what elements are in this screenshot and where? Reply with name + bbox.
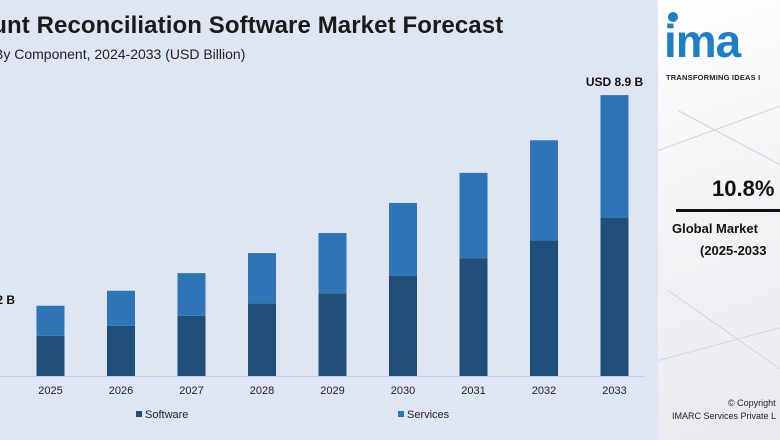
chart-panel: count Reconciliation Software Market For… (0, 12, 645, 421)
legend-swatch-software (136, 411, 142, 417)
logo-tagline: TRANSFORMING IDEAS I (666, 73, 761, 82)
bar-services-2027 (177, 273, 206, 316)
x-tick-label-2033: 2033 (602, 385, 626, 397)
data-label-2033: USD 8.9 B (586, 75, 644, 89)
bar-services-2028 (248, 253, 276, 304)
legend-swatch-services (398, 411, 404, 417)
cagr-value: 10.8% (712, 176, 775, 201)
cagr-label: Global Market (672, 221, 758, 236)
imarc-logo: ima (664, 15, 741, 67)
legend-label-software: Software (145, 409, 188, 421)
x-tick-label-2028: 2028 (250, 385, 274, 397)
bar-services-2025 (36, 305, 65, 336)
x-tick-label-2027: 2027 (179, 385, 203, 397)
company-name: IMARC Services Private L (672, 411, 777, 421)
bar-software-2032 (530, 240, 558, 376)
x-tick-label-2025: 2025 (38, 385, 62, 397)
bar-software-2033 (600, 218, 629, 376)
chart-subtitle: By Component, 2024-2033 (USD Billion) (0, 46, 246, 62)
bar-software-2025 (36, 335, 65, 376)
chart-svg: 2025 2026 2027 2028 2029 2030 2031 2032 2033 2 B U… (0, 75, 645, 421)
x-tick-label-2032: 2032 (532, 385, 556, 397)
bar-software-2031 (459, 258, 488, 376)
bar-services-2030 (389, 202, 417, 276)
bar-software-2030 (389, 275, 417, 376)
cagr-period: (2025-2033 (700, 243, 767, 258)
bar-services-2026 (107, 290, 135, 326)
bar-services-2032 (530, 140, 558, 241)
copyright-text: © Copyright (728, 398, 776, 408)
bar-software-2026 (107, 325, 135, 376)
x-tick-label-2031: 2031 (461, 385, 485, 397)
cagr-divider (676, 209, 780, 212)
decorative-line (658, 98, 780, 151)
chart-title: count Reconciliation Software Market For… (0, 12, 504, 39)
logo-dot (668, 12, 678, 22)
bar-software-2028 (248, 303, 276, 376)
bar-services-2031 (459, 172, 488, 259)
bar-software-2029 (318, 293, 347, 376)
bar-services-2029 (318, 233, 347, 294)
legend-label-services: Services (407, 409, 450, 421)
side-panel: ima TRANSFORMING IDEAS I 10.8% Global Ma… (658, 0, 780, 440)
x-tick-label-2030: 2030 (391, 385, 415, 397)
decorative-line (677, 110, 780, 177)
bar-services-2033 (600, 95, 629, 218)
x-tick-label-2029: 2029 (320, 385, 344, 397)
x-tick-label-2026: 2026 (109, 385, 133, 397)
data-label-2025: 2 B (0, 293, 15, 307)
bar-software-2027 (177, 315, 206, 376)
